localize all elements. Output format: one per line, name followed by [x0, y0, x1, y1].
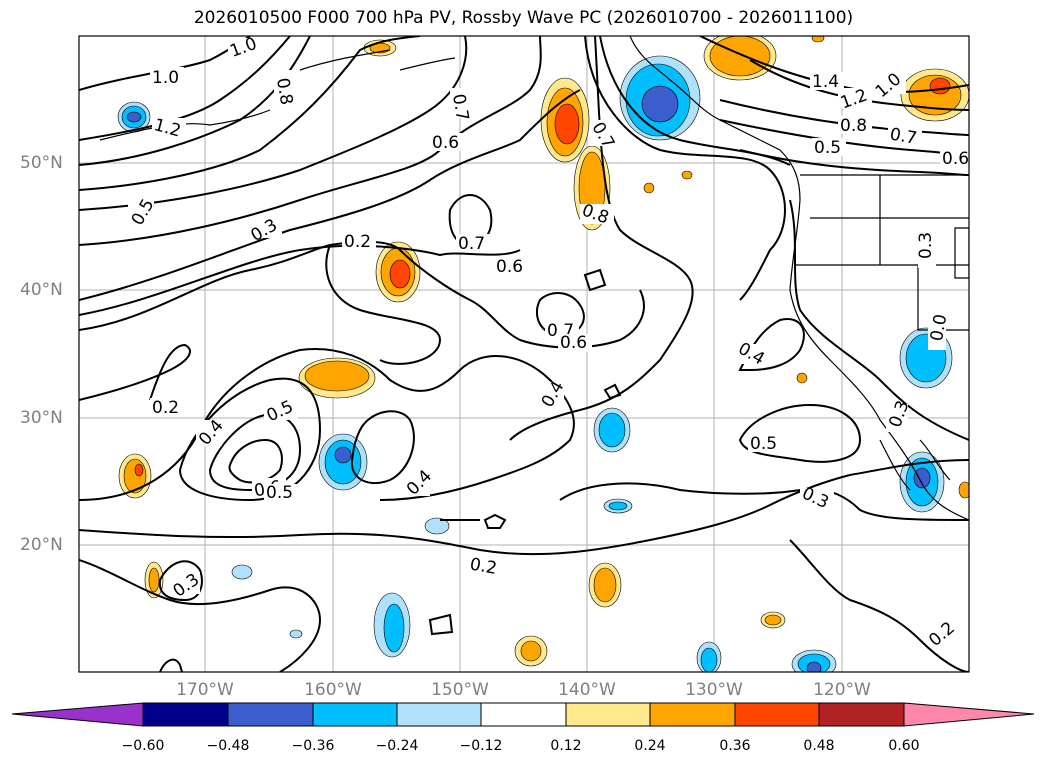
contour-label: 0.0	[927, 313, 951, 343]
lon-label: 130°W	[685, 680, 743, 700]
contour-label: 0.8	[840, 116, 867, 136]
coastlines	[99, 36, 969, 521]
contour-label: 0.6	[496, 257, 523, 277]
colorbar-tick-label: 0.24	[634, 738, 666, 754]
colorbar-tick-label: −0.48	[206, 738, 250, 754]
contour-label: 0.7	[448, 92, 472, 122]
lat-label: 30°N	[20, 408, 63, 428]
lon-label: 150°W	[431, 680, 489, 700]
colorbar-tick-label: 0.60	[888, 738, 920, 754]
colorbar-tick-label: 0.12	[550, 738, 582, 754]
colorbar-tick-label: −0.60	[121, 738, 165, 754]
colorbar-tick-label: −0.36	[291, 738, 335, 754]
contour-label: 0.8	[272, 76, 296, 106]
lon-label: 160°W	[304, 680, 362, 700]
contour-label: 0.2	[152, 398, 179, 418]
contour-label: 0.2	[468, 555, 498, 579]
contour-label: 0.6	[942, 149, 969, 169]
colorbar-tick-label: 0.36	[719, 738, 751, 754]
lat-label: 40°N	[20, 280, 63, 300]
gridlines	[79, 36, 969, 672]
contour-label: 0.6	[560, 333, 587, 353]
lat-label: 50°N	[20, 153, 63, 173]
lon-label: 120°W	[813, 680, 871, 700]
negative-anomaly-patches	[117, 55, 953, 672]
map-frame	[78, 35, 970, 673]
contour-label: 0.7	[458, 234, 485, 254]
lon-label: 140°W	[558, 680, 616, 700]
pv-contours	[79, 36, 969, 672]
contour-label: 0.7	[888, 125, 918, 149]
lat-label: 20°N	[20, 535, 63, 555]
contour-label: 0.5	[266, 483, 293, 503]
contour-label: 0.5	[750, 434, 777, 454]
contour-label: 0.3	[916, 232, 936, 259]
map-title: 2026010500 F000 700 hPa PV, Rossby Wave …	[193, 8, 854, 28]
contour-label: 0.6	[432, 133, 459, 153]
colorbar-tick-label: −0.24	[375, 738, 419, 754]
contour-label: 0.2	[344, 232, 371, 252]
lon-label: 170°W	[176, 680, 234, 700]
colorbar	[11, 702, 1035, 727]
contour-label: 1.4	[812, 72, 839, 92]
colorbar-tick-label: 0.48	[803, 738, 835, 754]
contour-label: 0.5	[814, 138, 841, 158]
colorbar-tick-label: −0.12	[459, 738, 503, 754]
contour-label: 1.0	[152, 68, 179, 88]
